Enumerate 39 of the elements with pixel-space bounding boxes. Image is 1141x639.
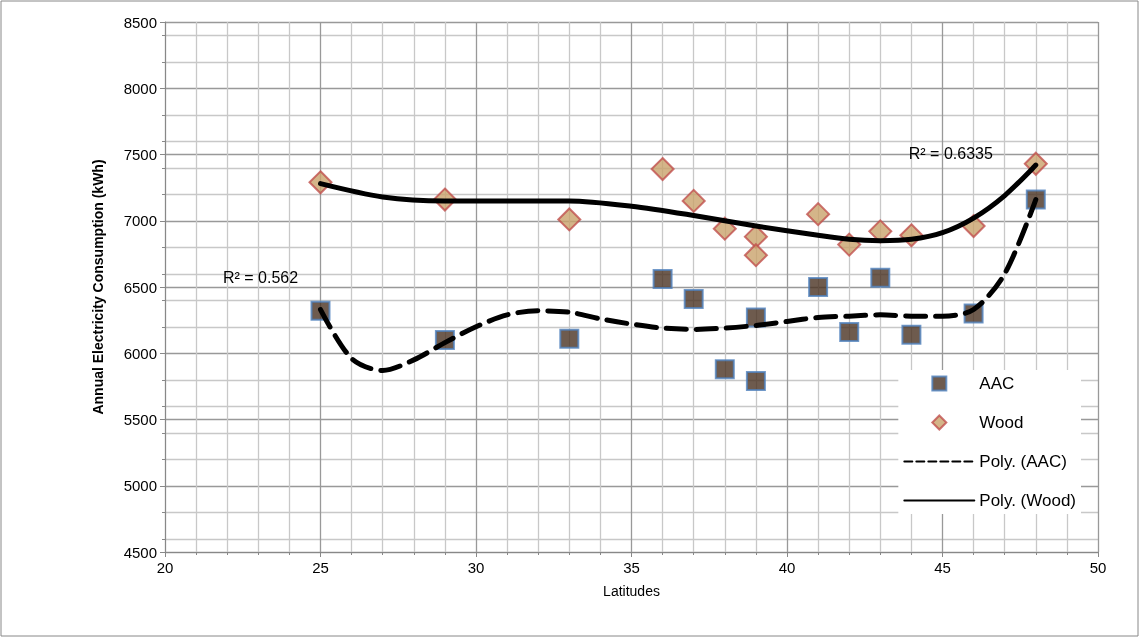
point — [681, 188, 706, 213]
point — [557, 207, 582, 232]
x-tick-label: 40 — [778, 559, 796, 576]
legend-label: Wood — [979, 413, 1024, 432]
x-tick-label: 45 — [934, 559, 951, 576]
legend-label: AAC — [979, 374, 1015, 393]
annotation: R² = 0.562 — [222, 269, 299, 287]
y-tick-label: 6000 — [123, 344, 157, 362]
point — [559, 328, 580, 349]
y-axis-title: Annual Electricity Consumption (kWh) — [90, 159, 106, 415]
point — [743, 243, 768, 268]
y-tick-label: 7500 — [123, 146, 157, 163]
y-tick-label: 4500 — [123, 543, 157, 561]
y-tick-label: 6500 — [123, 278, 157, 296]
point — [650, 157, 675, 182]
point — [868, 219, 893, 244]
point — [870, 267, 891, 288]
x-tick-label: 30 — [467, 559, 485, 576]
point — [652, 269, 673, 290]
point — [806, 202, 831, 227]
x-axis-title: Latitudes — [603, 583, 660, 599]
legend-label: Poly. (AAC) — [979, 452, 1067, 471]
y-tick-label: 5000 — [123, 477, 157, 495]
x-tick-label: 35 — [623, 559, 640, 576]
y-tick-label: 5500 — [123, 411, 157, 428]
x-tick-label: 50 — [1089, 559, 1107, 576]
annotation: R² = 0.6335 — [908, 144, 993, 162]
y-tick-label: 7000 — [123, 212, 157, 230]
point — [683, 288, 704, 309]
y-tick-label: 8000 — [123, 79, 157, 97]
y-tick-label: 8500 — [123, 13, 157, 31]
x-tick-label: 25 — [312, 559, 329, 576]
point — [901, 324, 922, 345]
point — [714, 359, 735, 380]
point — [839, 322, 860, 343]
legend-label: Poly. (Wood) — [979, 491, 1077, 510]
point — [745, 371, 766, 392]
point — [808, 277, 829, 297]
x-tick-label: 20 — [156, 559, 174, 576]
